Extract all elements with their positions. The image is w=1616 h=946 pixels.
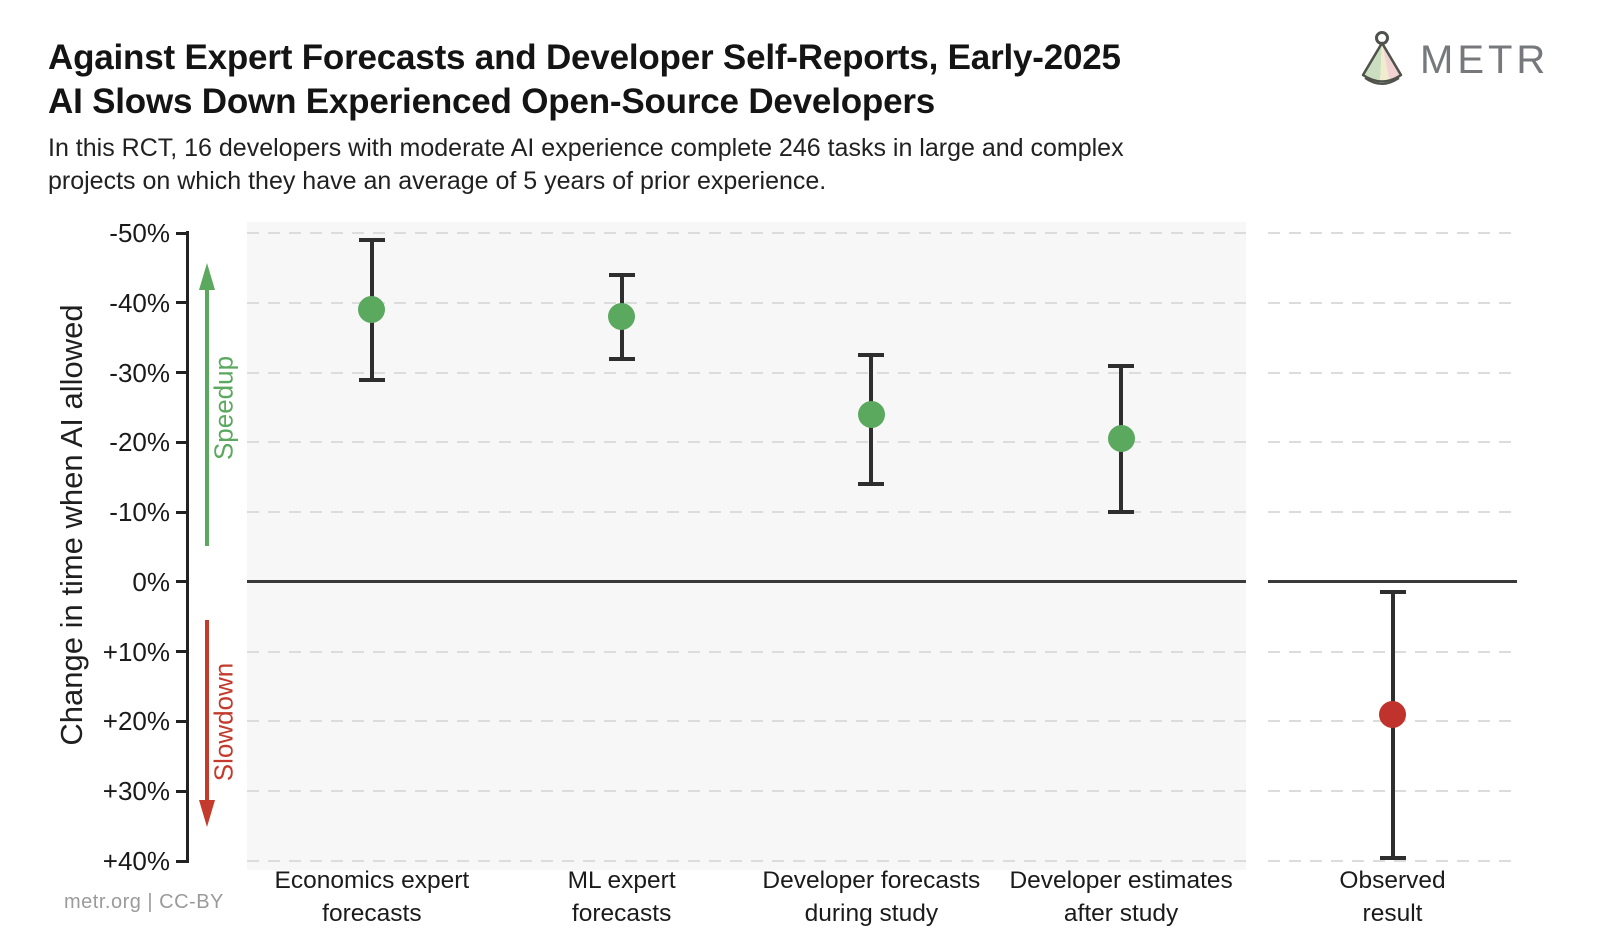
category-label-line: ML expert	[567, 867, 676, 894]
gridline	[247, 860, 1246, 862]
main-panel-background	[247, 222, 1246, 870]
zero-line	[247, 580, 1246, 584]
y-tick-mark	[176, 510, 188, 514]
error-bar-cap-bottom	[858, 482, 885, 487]
y-tick-mark	[176, 719, 188, 723]
subtitle-line-2: projects on which they have an average o…	[48, 167, 827, 195]
category-label-line: Observed	[1339, 867, 1446, 894]
gridline	[1268, 371, 1517, 374]
y-tick-mark	[176, 789, 188, 793]
category-label-economics-expert-forecasts: Economics expert forecasts	[192, 864, 552, 930]
gridline	[247, 441, 1246, 444]
error-bar-cap-top	[608, 272, 635, 277]
category-label-line: Developer forecasts	[762, 867, 981, 894]
error-bar-cap-top	[1108, 363, 1135, 368]
y-tick-label: -40%	[109, 287, 170, 318]
page-title-line-2: AI Slows Down Experienced Open-Source De…	[48, 82, 936, 121]
footer-credit: metr.org | CC-BY	[64, 891, 224, 913]
category-label-line: Economics expert	[274, 867, 470, 894]
category-label-developer-forecasts-during-study: Developer forecasts during study	[691, 864, 1051, 930]
metr-logo-text: METR	[1420, 37, 1550, 82]
gridline	[247, 232, 1246, 234]
subtitle-line-1: In this RCT, 16 developers with moderate…	[48, 134, 1124, 162]
y-tick-mark	[176, 650, 188, 654]
y-tick-label: -30%	[109, 357, 170, 388]
y-tick-label: -20%	[109, 427, 170, 458]
metr-logo-icon	[1361, 31, 1403, 85]
error-bar-cap-top	[1379, 590, 1406, 595]
category-label-developer-estimates-after-study: Developer estimates after study	[941, 864, 1301, 930]
gridline	[1268, 860, 1517, 862]
category-label-line: result	[1362, 900, 1423, 927]
y-tick-label: +40%	[102, 846, 170, 876]
gridline	[247, 511, 1246, 514]
gridline	[1268, 441, 1517, 444]
y-tick-mark	[176, 231, 188, 235]
data-point-ml-expert-forecasts	[608, 303, 636, 331]
data-point-economics-expert-forecasts	[358, 296, 386, 324]
category-label-observed-result: Observed result	[1213, 864, 1573, 930]
y-tick-mark	[176, 371, 188, 375]
error-bar-cap-bottom	[358, 377, 385, 382]
slowdown-arrow-icon	[199, 620, 215, 827]
data-point-developer-estimates-after-study	[1107, 425, 1135, 453]
y-axis-line	[186, 231, 189, 863]
gridline	[247, 301, 1246, 304]
category-label-ml-expert-forecasts: ML expert forecasts	[442, 864, 802, 930]
gridline	[1268, 511, 1517, 514]
category-label-line: after study	[1063, 900, 1179, 927]
y-tick-mark	[176, 301, 188, 305]
y-tick-mark	[176, 440, 188, 444]
y-tick-label: +30%	[102, 776, 170, 807]
error-bar-cap-top	[858, 353, 885, 358]
gridline	[1268, 232, 1517, 234]
y-tick-label: 0%	[132, 566, 170, 597]
y-tick-label: -50%	[109, 218, 170, 248]
gridline	[1268, 301, 1517, 304]
speedup-arrow-icon	[199, 263, 215, 546]
zero-line	[1268, 580, 1517, 584]
gridline	[247, 650, 1246, 653]
category-label-line: Developer estimates	[1009, 867, 1233, 894]
gridline	[247, 720, 1246, 723]
data-point-observed-result	[1379, 700, 1406, 728]
y-tick-label: -10%	[109, 497, 170, 528]
category-label-line: during study	[804, 900, 939, 927]
gridline	[247, 790, 1246, 793]
data-point-developer-forecasts-during-study	[857, 400, 885, 428]
category-label-line: forecasts	[322, 900, 422, 927]
gridline	[247, 371, 1246, 374]
y-tick-label: +10%	[102, 636, 170, 667]
metr-logo: METR	[1356, 28, 1586, 92]
error-bar-cap-top	[358, 237, 385, 242]
error-bar-cap-bottom	[1108, 510, 1135, 515]
y-tick-mark	[176, 859, 188, 863]
page-title-line-1: Against Expert Forecasts and Developer S…	[48, 38, 1121, 77]
error-bar-cap-bottom	[1379, 855, 1406, 860]
error-bar-cap-bottom	[608, 356, 635, 361]
y-tick-mark	[176, 580, 188, 584]
y-tick-label: +20%	[102, 706, 170, 737]
category-label-line: forecasts	[571, 900, 672, 927]
